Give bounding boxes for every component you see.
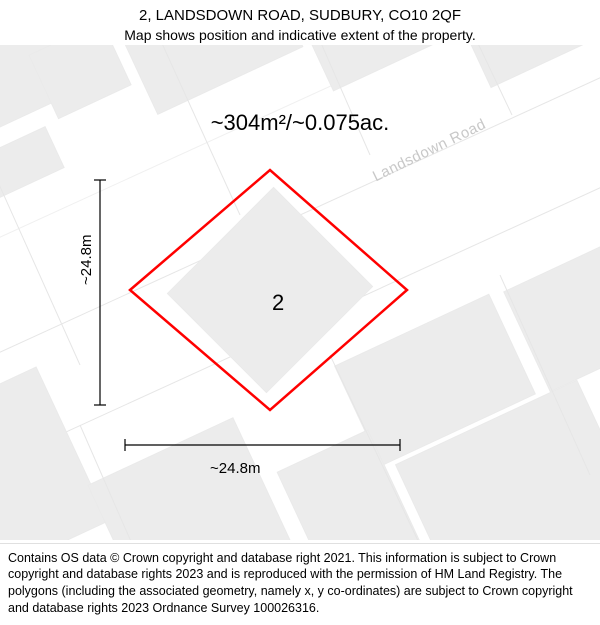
dim-left-label: ~24.8m	[78, 235, 95, 285]
building-rect	[300, 45, 461, 91]
header: 2, LANDSDOWN ROAD, SUDBURY, CO10 2QF Map…	[0, 0, 600, 44]
header-title: 2, LANDSDOWN ROAD, SUDBURY, CO10 2QF	[0, 6, 600, 26]
property-number-label: 2	[272, 290, 284, 316]
map-area: ~304m²/~0.075ac. ~24.8m ~24.8m 2 Landsdo…	[0, 45, 600, 540]
building-rect	[88, 418, 292, 540]
area-label: ~304m²/~0.075ac.	[0, 110, 600, 136]
building-rect	[29, 45, 131, 119]
footer-text: Contains OS data © Crown copyright and d…	[8, 551, 573, 616]
header-subtitle: Map shows position and indicative extent…	[0, 26, 600, 44]
footer: Contains OS data © Crown copyright and d…	[0, 543, 600, 625]
building-rect	[0, 127, 64, 218]
building-rect	[451, 45, 600, 87]
dim-bottom-label: ~24.8m	[210, 460, 260, 477]
building-rect	[118, 45, 303, 114]
